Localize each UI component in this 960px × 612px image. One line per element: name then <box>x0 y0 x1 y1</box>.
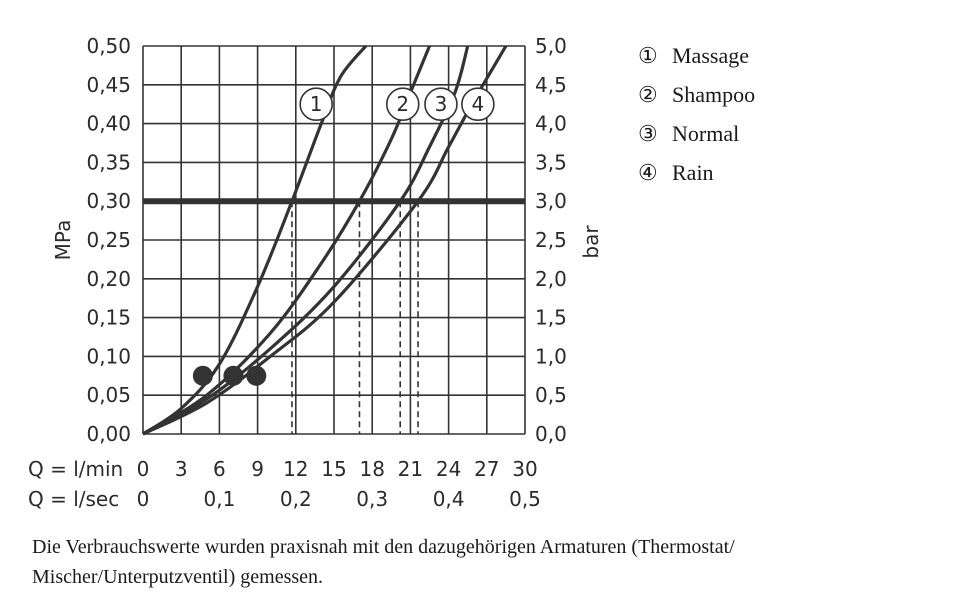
x-tick-lmin-1: 3 <box>175 457 188 481</box>
x-axis-label-lmin: Q = l/min <box>28 457 123 481</box>
x-tick-lmin-7: 21 <box>398 457 423 481</box>
y-tick-left-6: 0,30 <box>86 189 131 213</box>
y-tick-left-3: 0,15 <box>86 306 131 330</box>
y-tick-right-8: 4,0 <box>535 112 567 136</box>
legend-symbol-2: ② <box>638 82 658 107</box>
y-tick-right-2: 1,0 <box>535 344 567 368</box>
marker-dot-3 <box>246 365 267 386</box>
curve-label-circle-1 <box>299 87 333 121</box>
marker-dot-2 <box>223 365 244 386</box>
y-tick-left-0: 0,00 <box>86 422 131 446</box>
y-axis-title-left: MPa <box>51 220 75 261</box>
x-tick-lmin-4: 12 <box>283 457 308 481</box>
y-tick-right-9: 4,5 <box>535 73 567 97</box>
legend-symbol-1: ① <box>638 43 658 68</box>
curve-label-circle-3 <box>424 87 458 121</box>
curve-label-4: 4 <box>472 92 485 116</box>
curve-label-2: 2 <box>396 92 409 116</box>
curve-label-1: 1 <box>310 92 323 116</box>
y-tick-left-8: 0,40 <box>86 112 131 136</box>
x-tick-lmin-2: 6 <box>213 457 226 481</box>
y-tick-right-4: 2,0 <box>535 267 567 291</box>
curve-label-circle-4 <box>461 87 495 121</box>
y-tick-right-0: 0,0 <box>535 422 567 446</box>
legend-symbol-4: ④ <box>638 160 658 185</box>
y-tick-right-10: 5,0 <box>535 34 567 58</box>
x-tick-lsec-4: 0,4 <box>433 487 465 511</box>
y-tick-left-5: 0,25 <box>86 228 131 252</box>
y-tick-left-2: 0,10 <box>86 344 131 368</box>
x-tick-lsec-1: 0,1 <box>203 487 235 511</box>
curve-1 <box>142 44 368 436</box>
y-tick-left-4: 0,20 <box>86 267 131 291</box>
note-line-1: Die Verbrauchswerte wurden praxisnah mit… <box>32 536 735 558</box>
legend-label-3: Normal <box>672 121 739 146</box>
x-tick-lmin-0: 0 <box>137 457 150 481</box>
x-tick-lsec-0: 0 <box>137 487 150 511</box>
x-tick-lmin-8: 24 <box>436 457 461 481</box>
y-tick-left-7: 0,35 <box>86 150 131 174</box>
legend-label-2: Shampoo <box>672 82 755 107</box>
x-axis-label-lsec: Q = l/sec <box>28 487 119 511</box>
note-line-2: Mischer/Unterputzventil) gemessen. <box>32 566 324 588</box>
legend-label-1: Massage <box>672 43 749 68</box>
y-tick-left-10: 0,50 <box>86 34 131 58</box>
legend-symbol-3: ③ <box>638 121 658 146</box>
y-axis-title-right: bar <box>579 225 603 259</box>
x-tick-lmin-3: 9 <box>251 457 264 481</box>
x-tick-lsec-3: 0,3 <box>356 487 388 511</box>
x-tick-lmin-9: 27 <box>474 457 499 481</box>
measurement-note: Die Verbrauchswerte wurden praxisnah mit… <box>32 532 932 592</box>
y-tick-right-6: 3,0 <box>535 189 567 213</box>
y-tick-right-3: 1,5 <box>535 306 567 330</box>
x-tick-lsec-2: 0,2 <box>280 487 312 511</box>
x-tick-lmin-10: 30 <box>512 457 537 481</box>
legend: ① Massage ② Shampoo ③ Normal ④ Rain <box>638 43 755 185</box>
marker-dot-1 <box>192 365 213 386</box>
reference-guides <box>143 198 525 434</box>
curve-label-circle-2 <box>385 87 420 121</box>
legend-label-4: Rain <box>672 160 714 185</box>
x-tick-lmin-6: 18 <box>359 457 384 481</box>
y-tick-left-9: 0,45 <box>86 73 131 97</box>
x-tick-lsec-5: 0,5 <box>509 487 541 511</box>
axes: 0,000,050,100,150,200,250,300,350,400,45… <box>28 34 603 511</box>
x-tick-lmin-5: 15 <box>321 457 346 481</box>
curve-label-3: 3 <box>435 92 448 116</box>
y-tick-right-5: 2,5 <box>535 228 567 252</box>
y-tick-right-7: 3,5 <box>535 150 567 174</box>
y-tick-right-1: 0,5 <box>535 383 567 407</box>
y-tick-left-1: 0,05 <box>86 383 131 407</box>
